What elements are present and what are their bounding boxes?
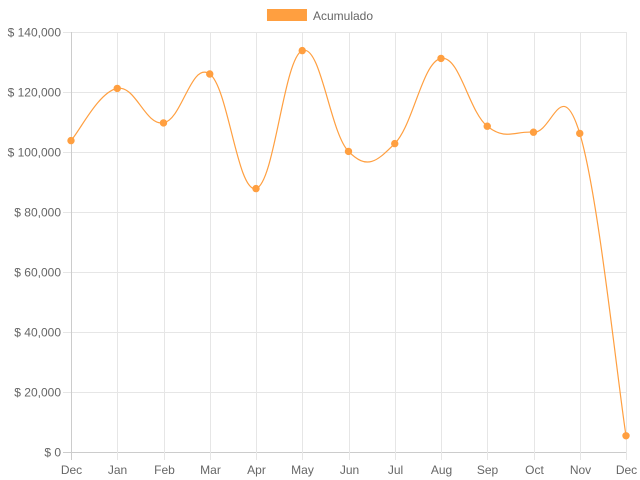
legend[interactable]: Acumulado	[266, 9, 373, 23]
x-axis-ticks: Dec Jan Feb Mar Apr May Jun Jul Aug Sep Oct Nov Dec	[61, 463, 637, 477]
legend-swatch[interactable]	[266, 9, 307, 21]
x-tick-label: May	[291, 463, 314, 477]
x-tick-label: Nov	[570, 463, 591, 477]
x-tick-label: Jul	[388, 463, 403, 477]
x-tick-label: Jun	[340, 463, 359, 477]
data-point[interactable]	[298, 46, 306, 55]
x-tick-label: Oct	[525, 463, 544, 477]
x-tick-label: Apr	[247, 463, 266, 477]
data-point[interactable]	[67, 136, 75, 145]
data-point[interactable]	[391, 139, 399, 148]
y-tick-label: $ 0	[44, 446, 61, 460]
grid-lines	[63, 32, 627, 460]
data-point[interactable]	[252, 184, 260, 193]
y-axis-ticks: $ 0 $ 20,000 $ 40,000 $ 60,000 $ 80,000 $ 100…	[8, 26, 62, 460]
y-tick-label: $ 100,000	[8, 146, 62, 160]
x-tick-label: Jan	[108, 463, 127, 477]
data-point[interactable]	[622, 432, 630, 440]
y-tick-label: $ 120,000	[8, 86, 62, 100]
data-point[interactable]	[113, 84, 121, 93]
data-point[interactable]	[159, 119, 168, 127]
x-tick-label: Dec	[61, 463, 82, 477]
data-point[interactable]	[576, 129, 584, 138]
x-tick-label: Mar	[200, 463, 221, 477]
y-tick-label: $ 20,000	[14, 386, 61, 400]
data-point[interactable]	[344, 147, 353, 156]
data-point[interactable]	[437, 54, 445, 63]
x-tick-label: Dec	[616, 463, 637, 477]
data-point[interactable]	[206, 70, 214, 78]
legend-label[interactable]: Acumulado	[313, 9, 373, 23]
series-line	[70, 49, 627, 436]
y-tick-label: $ 80,000	[14, 206, 61, 220]
data-point[interactable]	[529, 128, 538, 136]
data-point[interactable]	[483, 122, 491, 130]
x-tick-label: Aug	[431, 463, 452, 477]
x-tick-label: Sep	[477, 463, 499, 477]
x-tick-label: Feb	[154, 463, 175, 477]
series-layer	[67, 46, 630, 440]
y-tick-label: $ 40,000	[14, 326, 61, 340]
y-tick-label: $ 60,000	[14, 266, 61, 280]
y-tick-label: $ 140,000	[8, 26, 62, 40]
